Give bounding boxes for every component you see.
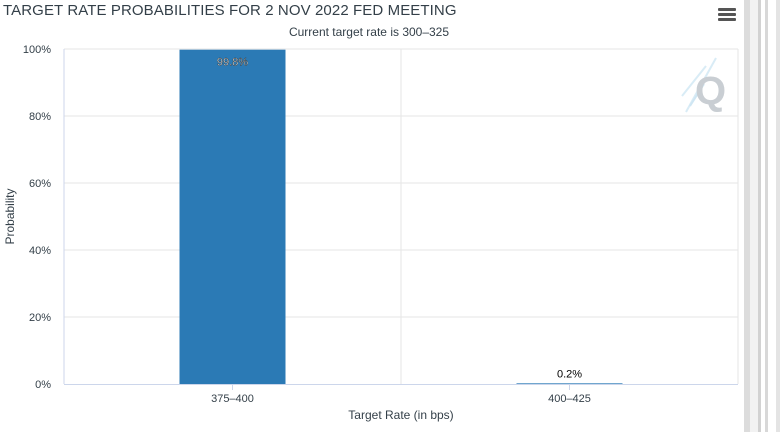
divider [765, 0, 768, 432]
divider [761, 0, 765, 432]
hamburger-menu-icon[interactable] [718, 8, 736, 24]
divider [768, 0, 776, 432]
scrollbar-gutter [750, 0, 758, 432]
watermark-letter: Q [695, 69, 726, 113]
y-tick-label: 40% [29, 245, 51, 257]
divider [758, 0, 761, 432]
menu-line [718, 8, 736, 11]
y-axis-title: Probability [3, 188, 17, 244]
bar-1[interactable] [179, 49, 286, 385]
bar-2[interactable] [516, 383, 623, 384]
y-tick-label: 20% [29, 312, 51, 324]
q-logo-icon: Q [681, 57, 726, 113]
chart-plot-area: 0% 20% 40% 60% 80% 100% 99.8% 375–400 0.2% 400–42… [3, 44, 739, 422]
x-tick-label: 375–400 [211, 393, 254, 405]
y-tick-label: 60% [29, 178, 51, 190]
chart-subtitle: Current target rate is 300–325 [288, 25, 450, 39]
y-tick-label: 0% [35, 379, 51, 391]
y-tick-label: 100% [23, 44, 51, 56]
menu-line [718, 18, 736, 21]
data-label: 99.8% [217, 57, 248, 69]
x-axis-title: Target Rate (in bps) [348, 408, 453, 422]
data-label: 0.2% [557, 368, 582, 380]
x-tick-label: 400–425 [548, 393, 591, 405]
page-scrollbar-area[interactable] [744, 0, 780, 432]
scrollbar-track[interactable] [744, 0, 750, 432]
menu-line [718, 13, 736, 16]
chart-title: TARGET RATE PROBABILITIES FOR 2 NOV 2022… [3, 2, 457, 19]
divider [776, 0, 780, 432]
y-tick-label: 80% [29, 111, 51, 123]
